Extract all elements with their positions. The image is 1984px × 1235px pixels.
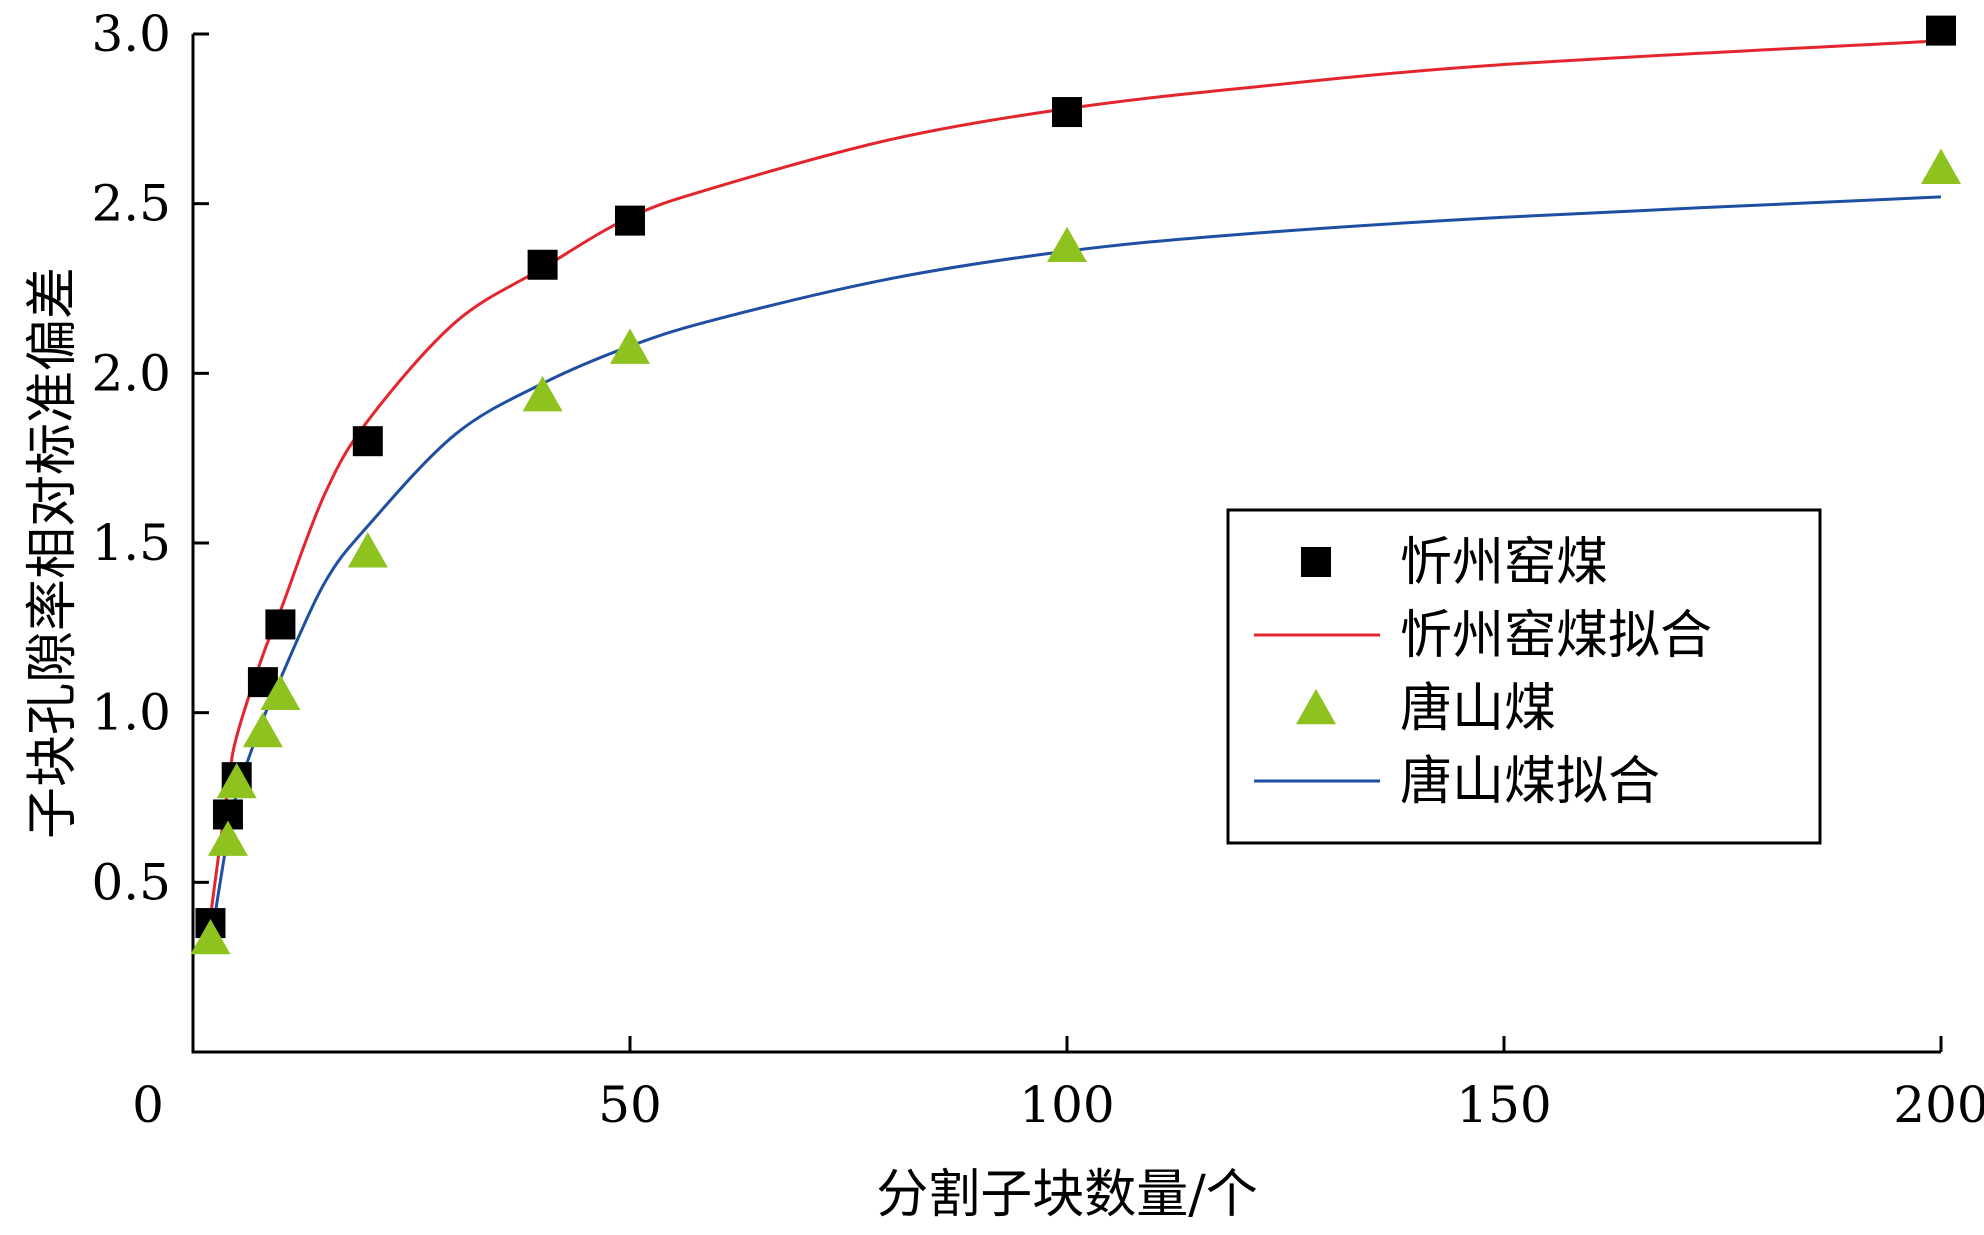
y-axis-title: 子块孔隙率相对标准偏差 [23, 267, 83, 839]
series-0-point [352, 426, 383, 457]
series-2-point [1921, 148, 1961, 185]
series-1-line [208, 39, 1942, 917]
y-tick-label: 1.0 [91, 684, 171, 742]
legend-label: 忻州窑煤 [1400, 533, 1608, 593]
series-2-point [610, 328, 650, 364]
y-tick-label: 3.0 [91, 5, 171, 63]
series-0-point [1052, 97, 1082, 128]
x-tick-label: 0 [132, 1076, 164, 1134]
series-2-point [260, 674, 301, 710]
series-2-point [242, 711, 283, 748]
y-tick-label: 0.5 [91, 853, 171, 911]
legend-triangle-swatch [1296, 688, 1336, 725]
y-tick-label: 2.0 [91, 344, 171, 402]
legend-square-swatch [1301, 547, 1331, 577]
y-tick-label: 1.5 [91, 514, 171, 572]
legend-label: 唐山煤 [1400, 679, 1556, 739]
markers-layer [190, 15, 1961, 955]
series-0-point [527, 249, 558, 280]
legend-label: 唐山煤拟合 [1400, 752, 1660, 812]
series-2-point [522, 376, 563, 412]
x-tick-label: 50 [598, 1076, 662, 1134]
x-axis-title: 分割子块数量/个 [876, 1165, 1258, 1225]
series-0-point [615, 205, 645, 236]
series-2-point [347, 532, 388, 568]
series-2-point [216, 762, 257, 799]
series-2-point [207, 820, 248, 856]
legend-label: 忻州窑煤拟合 [1400, 606, 1712, 666]
y-tick-label: 2.5 [91, 175, 171, 233]
x-tick-label: 100 [1019, 1076, 1114, 1134]
series-0-point [265, 609, 296, 640]
x-tick-label: 150 [1456, 1076, 1551, 1134]
series-0-point [1926, 15, 1956, 46]
x-tick-label: 200 [1893, 1076, 1984, 1134]
ticks-layer: 0 50 100 150 200 0.5 1.0 1.5 2.0 2.5 3.0 [91, 5, 1984, 1134]
series-2-point [1047, 226, 1087, 263]
series-2-point [190, 918, 231, 955]
